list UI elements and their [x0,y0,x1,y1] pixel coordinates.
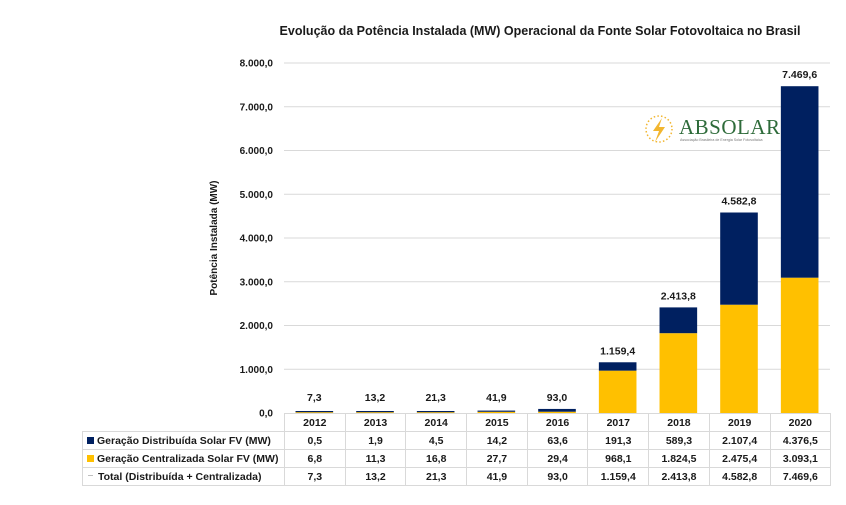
total-label-2018: 2.413,8 [661,290,696,302]
table-cell: 29,4 [526,449,589,468]
logo-name: ABSOLAR [679,115,781,139]
x-tick-label: 2015 [466,413,528,432]
table-cell: 27,7 [466,449,528,468]
table-cell: 2.413,8 [648,467,710,486]
absolar-logo: ABSOLAR Associação Brasileira de Energia… [643,111,780,149]
y-tick-label: 6.000,0 [240,146,274,157]
y-tick-label: 7.000,0 [240,102,274,113]
total-label-2012: 7,3 [307,392,322,404]
table-cell: 968,1 [587,449,650,468]
table-cell: 3.093,1 [769,449,832,468]
x-tick-label: 2017 [587,413,650,432]
bar-distribuida-2013 [356,411,394,413]
total-label-2013: 13,2 [365,392,386,404]
table-cell: 191,3 [587,431,650,450]
bar-centralizada-2016 [538,411,576,413]
table-cell: 2.107,4 [708,431,771,450]
y-tick-label: 8.000,0 [240,59,274,70]
legend-dash-icon [88,474,93,476]
table-cell: 4.376,5 [769,431,832,450]
y-tick-label: 1.000,0 [240,365,274,376]
table-cell: 63,6 [526,431,589,450]
y-tick-label: 3.000,0 [240,277,274,288]
table-cell: 1.159,4 [587,467,650,486]
bar-centralizada-2012 [295,412,334,413]
bar-centralizada-2019 [720,304,758,413]
table-cell: 4,5 [405,431,468,450]
data-labels: 7,3 13,2 21,3 41,9 93,0 1.159,4 2.413,8 4.582,8… [307,69,817,404]
bar-centralizada-2015 [477,411,516,413]
logo-subtitle: Associação Brasileira de Energia Solar F… [680,138,763,142]
legend-label: Total (Distribuída + Centralizada) [98,470,262,483]
x-tick-label: 2012 [284,413,346,432]
table-cell: 11,3 [344,449,407,468]
table-cell: 21,3 [405,467,468,486]
table-row: Total (Distribuída + Centralizada) 7,3 13,… [82,467,832,486]
table-cell: 13,2 [344,467,407,486]
lightning-bolt-sun-icon [645,115,673,143]
table-cell: 1,9 [344,431,407,450]
chart-title: Evolução da Potência Instalada (MW) Oper… [279,24,801,38]
table-cell: 14,2 [466,431,528,450]
bar-distribuida-2020 [780,86,819,278]
legend-swatch-icon [87,436,94,444]
table-cell: 41,9 [466,467,528,486]
x-tick-label: 2020 [769,413,832,432]
y-tick-label: 2.000,0 [240,321,274,332]
bar-distribuida-2018 [659,307,698,334]
data-table: 2012 2013 2014 2015 2016 2017 2018 2019 2020 Gera… [82,413,832,486]
bar-distribuida-2017 [598,362,637,371]
bar-distribuida-2015 [477,410,516,412]
y-axis-label: Potência Instalada (MW) [209,180,220,295]
total-label-2015: 41,9 [486,392,507,404]
total-label-2014: 21,3 [425,392,446,404]
bar-distribuida-2019 [720,212,758,305]
table-cell: 4.582,8 [708,467,771,486]
bar-centralizada-2020 [780,277,819,413]
table-row: Geração Centralizada Solar FV (MW) 6,8 11,… [82,449,832,468]
bar-centralizada-2014 [416,412,455,413]
bar-distribuida-2016 [538,408,576,412]
legend-entry: Total (Distribuída + Centralizada) [82,467,285,486]
table-cell: 16,8 [405,449,468,468]
total-label-2016: 93,0 [547,392,568,404]
bar-centralizada-2018 [659,333,698,413]
x-tick-label: 2016 [526,413,589,432]
table-cell: 589,3 [648,431,710,450]
table-cell: 1.824,5 [648,449,710,468]
x-tick-label: 2013 [344,413,407,432]
total-label-2019: 4.582,8 [721,196,756,208]
y-tick-label: 5.000,0 [240,190,274,201]
legend-label: Geração Distribuída Solar FV (MW) [97,434,271,447]
bars [295,86,819,413]
x-tick-label: 2018 [648,413,710,432]
table-row: Geração Distribuída Solar FV (MW) 0,5 1,9 4… [82,431,832,450]
table-cell: 7.469,6 [769,467,832,486]
table-cell: 6,8 [284,449,346,468]
table-cell: 0,5 [284,431,346,450]
bar-distribuida-2014 [416,411,455,413]
table-cell: 2.475,4 [708,449,771,468]
x-tick-label: 2014 [405,413,468,432]
table-cell: 7,3 [284,467,346,486]
y-tick-label: 4.000,0 [240,234,274,245]
table-header-row: 2012 2013 2014 2015 2016 2017 2018 2019 2020 [82,413,832,432]
bar-centralizada-2017 [598,370,637,413]
table-cell: 93,0 [526,467,589,486]
legend-entry: Geração Distribuída Solar FV (MW) [82,431,285,450]
bar-centralizada-2013 [356,412,394,413]
total-label-2017: 1.159,4 [600,345,635,357]
table-corner [82,413,285,432]
y-axis-ticks: 0,01.000,02.000,03.000,04.000,05.000,06.… [240,59,274,420]
legend-entry: Geração Centralizada Solar FV (MW) [82,449,285,468]
x-tick-label: 2019 [708,413,771,432]
legend-swatch-icon [87,454,94,462]
bar-distribuida-2012 [295,411,334,413]
total-label-2020: 7.469,6 [782,69,817,81]
legend-label: Geração Centralizada Solar FV (MW) [97,452,279,465]
